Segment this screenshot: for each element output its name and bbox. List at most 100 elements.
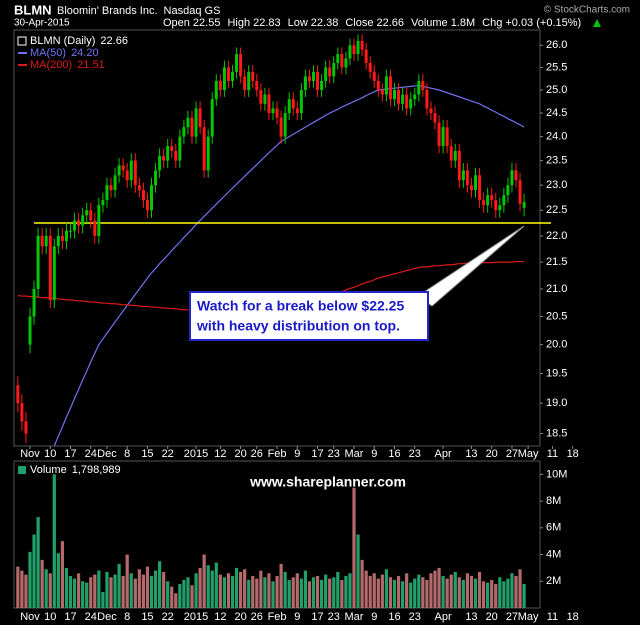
candle-body [137, 185, 141, 191]
volume-bar [295, 573, 299, 608]
volume-bar [226, 573, 231, 608]
volume-bar [413, 578, 417, 608]
candle-body [247, 71, 251, 91]
y-tick-label: 2M [546, 575, 561, 587]
x-tick-label: 20 [234, 611, 246, 623]
candle-body [307, 76, 311, 81]
high-value: 22.83 [253, 17, 281, 29]
volume-bar [36, 517, 40, 608]
volume-bar [372, 573, 376, 608]
candle-body [69, 230, 72, 232]
volume-bar [121, 575, 125, 608]
candle-body [316, 71, 320, 91]
candle-body [482, 200, 486, 206]
volume-bar [328, 578, 332, 608]
volume-bar [251, 575, 255, 608]
x-tick-label: 22 [162, 448, 174, 460]
candle-body [60, 235, 64, 242]
candle-body [388, 76, 392, 100]
legend-icon [18, 466, 26, 474]
volume-bar [218, 574, 222, 608]
volume-bar [141, 574, 145, 608]
x-tick-label: 13 [465, 448, 477, 460]
volume-bar [425, 579, 429, 608]
open-label: Open [163, 17, 190, 29]
volume-bar [473, 578, 478, 608]
candle-body [89, 210, 93, 221]
volume-bar [56, 553, 60, 608]
annotation-text: Watch for a break below $22.25 [197, 298, 404, 314]
high-label: High [227, 17, 250, 29]
x-tick-label: 16 [388, 611, 400, 623]
candle-body [328, 67, 332, 77]
volume-bar [465, 573, 469, 608]
volume-bar [396, 575, 401, 608]
candle-body [401, 94, 405, 104]
y-tick-label: 20.0 [546, 339, 567, 351]
candle-body [352, 45, 356, 55]
volume-label: Volume [411, 17, 448, 29]
candle-body [133, 160, 137, 186]
volume-bar [291, 577, 295, 608]
y-tick-label: 25.0 [546, 84, 567, 96]
volume-bar [299, 578, 303, 608]
volume-bar [461, 579, 465, 608]
candle-body [299, 90, 303, 114]
y-tick-label: 24.5 [546, 107, 567, 119]
x-tick-label: 23 [328, 611, 340, 623]
volume-bar [486, 582, 490, 608]
volume-bar [234, 567, 239, 608]
change-value: +0.03 (+0.15%) [505, 17, 581, 29]
x-tick-label: 9 [294, 448, 300, 460]
y-tick-label: 19.5 [546, 367, 567, 379]
y-tick-label: 26.0 [546, 39, 567, 51]
volume-bar [170, 586, 174, 608]
candle-body [344, 58, 348, 68]
volume-bar [336, 571, 340, 608]
candle-body [405, 94, 409, 109]
y-tick-label: 25.5 [546, 61, 567, 73]
candle-body [162, 155, 166, 161]
x-tick-label: Feb [268, 611, 287, 623]
candle-body [243, 76, 247, 91]
legend-icon [17, 36, 27, 46]
volume-bar [81, 581, 85, 608]
x-tick-label: 20 [234, 448, 246, 460]
candle-body [129, 160, 133, 181]
candle-body [348, 45, 352, 59]
candle-body [522, 202, 526, 208]
legend-value: 22.66 [100, 35, 128, 47]
volume-bar [445, 578, 449, 608]
candle-body [105, 185, 109, 201]
x-tick-label: 8 [124, 611, 130, 623]
candle-body [206, 136, 210, 171]
volume-bar [243, 569, 247, 608]
candle-body [514, 170, 518, 181]
x-tick-label: 11 [547, 611, 558, 623]
y-tick-label: 6M [546, 522, 561, 534]
volume-bar [324, 574, 328, 608]
candle-body [125, 170, 129, 181]
volume-bar [340, 579, 344, 608]
x-tick-label: 26 [251, 611, 263, 623]
volume-bar [60, 541, 64, 608]
candle-body [360, 40, 364, 50]
x-tick-label: 24 [85, 611, 97, 623]
volume-bar [113, 574, 117, 608]
volume-bar [380, 574, 384, 608]
legend-entry: MA(200) 21.51 [30, 59, 105, 71]
volume-bar [510, 573, 514, 608]
candle-body [364, 49, 368, 63]
candle-body [235, 54, 239, 72]
candle-body [303, 76, 307, 91]
volume-bar [101, 591, 105, 608]
volume-bar [449, 574, 453, 608]
y-tick-label: 10M [546, 468, 567, 480]
volume-bar [356, 534, 360, 608]
company-line: Bloomin' Brands Inc. Nasdaq GS [57, 5, 220, 17]
x-tick-label: 10 [44, 611, 56, 623]
volume-bar [133, 578, 137, 608]
candle-body [77, 220, 81, 226]
candle-body [437, 122, 441, 147]
candle-body [178, 136, 182, 161]
